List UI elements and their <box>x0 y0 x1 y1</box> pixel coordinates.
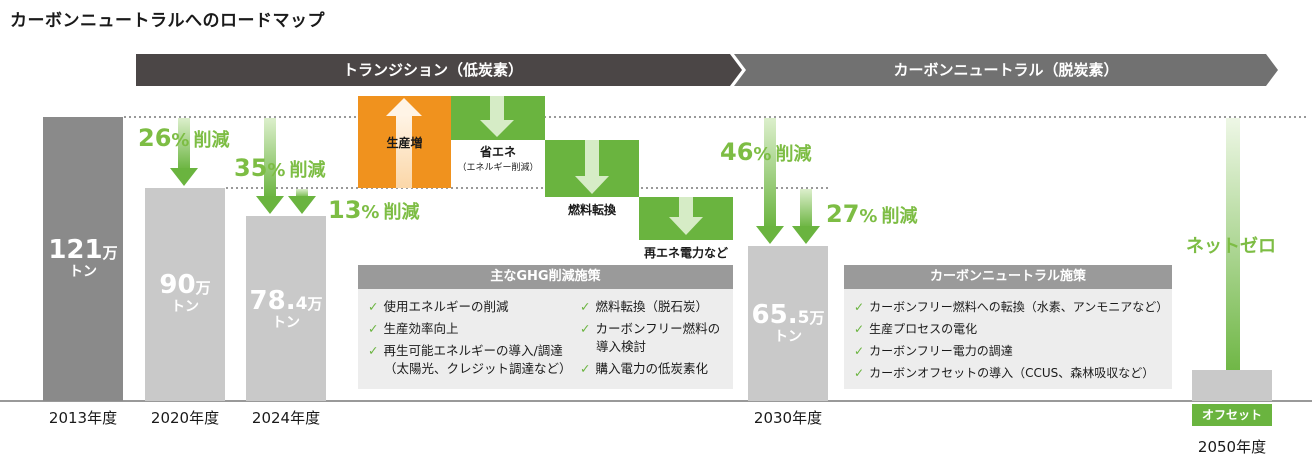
list-item: ✓ 使用エネルギーの削減 <box>368 299 509 314</box>
arrow-net-zero <box>1218 118 1248 398</box>
phase-transition-label: トランジション（低炭素） <box>342 61 523 79</box>
check-icon: ✓ <box>854 366 865 380</box>
check-icon: ✓ <box>854 344 865 358</box>
year-2020: 2020年度 <box>150 409 220 427</box>
bar-2013-value: 121 <box>48 235 103 265</box>
bar-2020: 90万 トン <box>145 188 225 401</box>
list-item: ✓ カーボンフリー電力の調達 <box>854 344 1013 358</box>
bar-2024: 78.4万 トン <box>246 216 326 401</box>
bar-2020-unit: トン <box>171 299 199 315</box>
list-item: ✓ 生産効率向上 <box>368 321 459 336</box>
check-icon: ✓ <box>854 322 865 336</box>
renewable-label: 再エネ電力など <box>643 246 728 260</box>
list-item: ✓ カーボンフリー燃料への転換（水素、アンモニアなど） <box>854 300 1169 314</box>
check-icon: ✓ <box>368 299 379 314</box>
check-icon: ✓ <box>580 299 591 314</box>
year-2050: 2050年度 <box>1197 438 1267 456</box>
check-icon: ✓ <box>580 361 591 376</box>
arrow-46 <box>756 118 784 244</box>
bar-2030-unit: トン <box>774 329 802 345</box>
bar-2013-unit: トン <box>69 264 97 280</box>
list-item: ✓ 購入電力の低炭素化 <box>580 361 708 376</box>
list-item: ✓ カーボンフリー燃料の <box>580 321 721 336</box>
bar-2013: 121万 トン <box>43 117 123 401</box>
energy-saving-label-box: 省エネ （エネルギー削減） <box>451 140 545 174</box>
list-item: ✓ カーボンオフセットの導入（CCUS、森林吸収など） <box>854 366 1155 380</box>
year-2013: 2013年度 <box>48 409 118 427</box>
year-2024: 2024年度 <box>251 409 321 427</box>
check-icon: ✓ <box>368 321 379 336</box>
arrow-26 <box>170 118 198 186</box>
ghg-panel-title: 主なGHG削減施策 <box>358 265 733 289</box>
reduction-27-label: 27% 削減 <box>826 200 918 228</box>
production-increase-label: 生産増 <box>386 136 423 150</box>
bar-2030: 65.5万 トン <box>748 246 828 401</box>
reduction-13-label: 13% 削減 <box>328 196 420 224</box>
transition-phase-bar <box>136 54 742 86</box>
bar-2030-value: 65. <box>751 300 798 330</box>
energy-saving-label: 省エネ <box>479 145 516 159</box>
arrow-13 <box>288 189 316 214</box>
cn-panel-title: カーボンニュートラル施策 <box>844 265 1172 289</box>
list-item: ✓ 燃料転換（脱石炭） <box>580 299 708 314</box>
neutral-phase-bar <box>734 54 1278 86</box>
reduction-35-label: 35% 削減 <box>234 154 326 182</box>
phase-neutral-label: カーボンニュートラル（脱炭素） <box>893 61 1119 79</box>
energy-saving-sublabel: （エネルギー削減） <box>457 163 539 173</box>
list-item: ✓ 生産プロセスの電化 <box>854 322 978 336</box>
arrow-35 <box>256 118 284 214</box>
ghg-measures-panel: 主なGHG削減施策 ✓ 使用エネルギーの削減 ✓ 生産効率向上 ✓ 再生可能エネルギー… <box>358 265 733 389</box>
list-item-continuation: 導入検討 <box>596 339 647 354</box>
check-icon: ✓ <box>854 300 865 314</box>
page-title: カーボンニュートラルへのロードマップ <box>10 11 325 31</box>
fuel-switch-label: 燃料転換 <box>567 203 616 217</box>
check-icon: ✓ <box>368 343 379 358</box>
list-item-continuation: （太陽光、クレジット調達など） <box>384 361 572 376</box>
reduction-26-label: 26% 削減 <box>138 124 230 152</box>
bar-2024-unit: トン <box>272 315 300 331</box>
offset-badge: オフセット <box>1192 404 1272 426</box>
bar-2020-value: 90 <box>159 270 196 300</box>
reduction-46-label: 46% 削減 <box>720 138 812 166</box>
check-icon: ✓ <box>580 321 591 336</box>
net-zero-label: ネットゼロ <box>1186 236 1276 257</box>
year-2030: 2030年度 <box>753 409 823 427</box>
list-item: ✓ 再生可能エネルギーの導入/調達 <box>368 343 563 358</box>
bar-2024-value: 78. <box>249 286 296 316</box>
arrow-27 <box>792 189 820 244</box>
bar-2050 <box>1192 370 1272 401</box>
carbon-neutral-measures-panel: カーボンニュートラル施策 ✓ カーボンフリー燃料への転換（水素、アンモニアなど） … <box>844 265 1172 389</box>
